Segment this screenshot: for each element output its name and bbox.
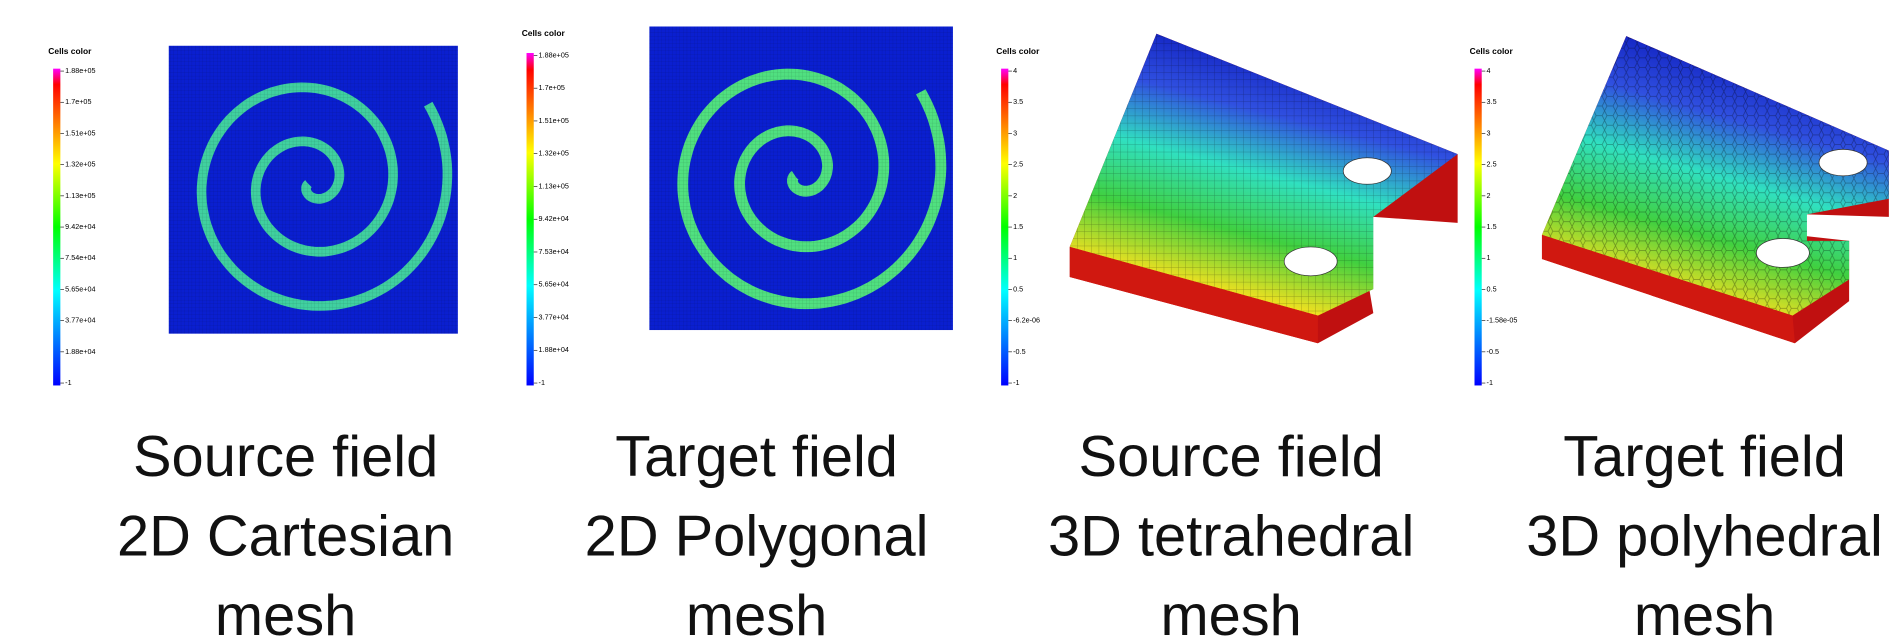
colorbar-label: 1: [1487, 253, 1491, 262]
colorbar-title: Cells color: [48, 46, 92, 56]
colorbar-title: Cells color: [996, 46, 1040, 56]
colorbar-label: 1.5: [1013, 222, 1023, 231]
caption-line: Source field: [133, 425, 438, 489]
caption-line: mesh: [686, 584, 827, 636]
colorbar-label: 2.5: [1487, 160, 1497, 169]
colorbar-label: 4: [1013, 66, 1017, 75]
colorbar-label: 1.13e+05: [65, 191, 95, 200]
page: Cells color 1.88e+05 1.7e+05 1.51e+05 1.32e+…: [0, 0, 1889, 636]
colorbar: [527, 53, 534, 385]
colorbar-label: 3.5: [1013, 97, 1023, 106]
target-3d-image: [1542, 36, 1889, 343]
colorbar-label: 5.65e+04: [65, 284, 95, 293]
target-2d-image: [649, 27, 953, 331]
colorbar-label: 2.5: [1013, 160, 1023, 169]
colorbar-label: 3: [1487, 128, 1491, 137]
colorbar: [53, 69, 60, 386]
colorbar-label: -1: [1013, 378, 1019, 387]
colorbar-label: 1.13e+05: [539, 181, 569, 190]
colorbar-label: -1: [1487, 378, 1493, 387]
caption-line: 2D Polygonal: [585, 504, 929, 568]
colorbar: [1001, 69, 1008, 386]
caption-line: 2D Cartesian: [117, 504, 454, 568]
colorbar-label: 7.54e+04: [65, 253, 95, 262]
colorbar-label: 9.42e+04: [539, 214, 569, 223]
colorbar-label: -1: [65, 378, 71, 387]
colorbar-label: -1: [539, 378, 545, 387]
colorbar-label: 1.88e+04: [539, 345, 569, 354]
colorbar-label: 1.88e+05: [65, 66, 95, 75]
caption-line: Target field: [615, 425, 898, 489]
colorbar: [1475, 69, 1482, 386]
colorbar-label: 4: [1487, 66, 1491, 75]
colorbar-label: 1.88e+05: [539, 50, 569, 59]
colorbar-label: 3: [1013, 128, 1017, 137]
colorbar-label: 1.32e+05: [65, 160, 95, 169]
colorbar-label: 9.42e+04: [65, 222, 95, 231]
colorbar-label: -6.2e-06: [1013, 316, 1040, 325]
colorbar-label: 1.51e+05: [539, 116, 569, 125]
colorbar-label: 1: [1013, 253, 1017, 262]
colorbar-label: 1.5: [1487, 222, 1497, 231]
colorbar-label: -1.58e-05: [1487, 316, 1518, 325]
caption-line: mesh: [215, 584, 356, 636]
colorbar-label: 2: [1487, 191, 1491, 200]
colorbar-label: 3.77e+04: [539, 312, 569, 321]
caption-line: mesh: [1161, 584, 1302, 636]
source-3d-image: [1070, 34, 1458, 344]
colorbar-label: 1.51e+05: [65, 128, 95, 137]
caption-line: 3D polyhedral: [1526, 504, 1883, 568]
colorbar-label: 3.77e+04: [65, 316, 95, 325]
colorbar-label: 1.7e+05: [65, 97, 91, 106]
colorbar-label: 1.88e+04: [65, 347, 95, 356]
colorbar-label: 3.5: [1487, 97, 1497, 106]
colorbar-label: 1.7e+05: [539, 83, 565, 92]
figure: Cells color 1.88e+05 1.7e+05 1.51e+05 1.32e+…: [0, 0, 1889, 636]
colorbar-label: 0.5: [1487, 284, 1497, 293]
source-2d-image: [169, 46, 458, 334]
colorbar-label: 7.53e+04: [539, 247, 569, 256]
colorbar-label: -0.5: [1487, 347, 1499, 356]
colorbar-title: Cells color: [522, 28, 566, 38]
caption-line: 3D tetrahedral: [1048, 504, 1414, 568]
colorbar-label: -0.5: [1013, 347, 1025, 356]
caption-line: mesh: [1634, 584, 1775, 636]
colorbar-label: 0.5: [1013, 284, 1023, 293]
colorbar-label: 1.32e+05: [539, 149, 569, 158]
caption-line: Target field: [1563, 425, 1846, 489]
caption-line: Source field: [1079, 425, 1384, 489]
colorbar-title: Cells color: [1470, 46, 1514, 56]
colorbar-label: 2: [1013, 191, 1017, 200]
colorbar-label: 5.65e+04: [539, 280, 569, 289]
